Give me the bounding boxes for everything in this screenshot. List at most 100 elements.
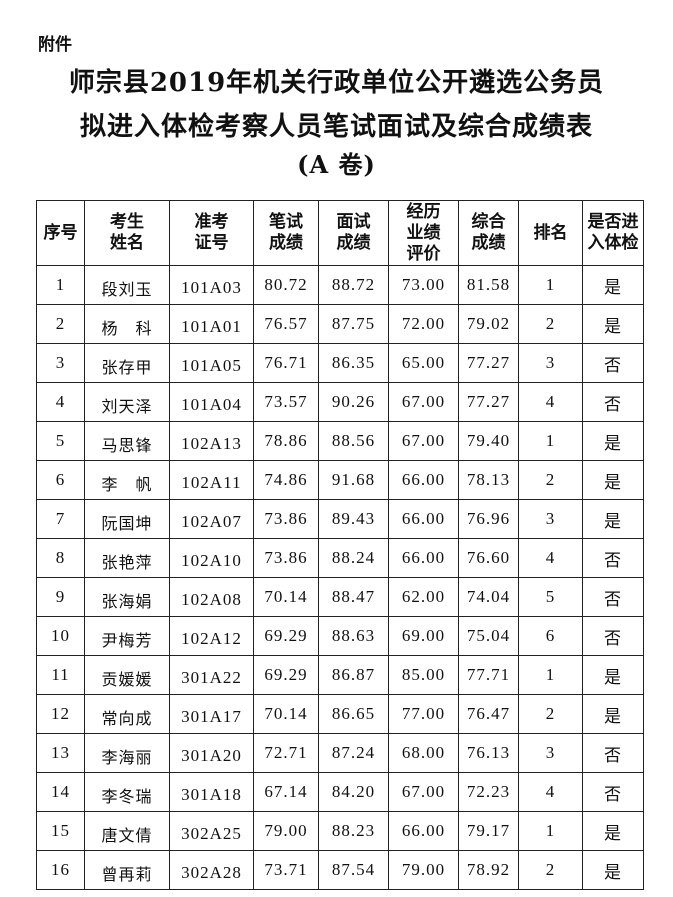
- cell-total-score: 79.17: [458, 811, 519, 851]
- cell-rank: 1: [518, 655, 583, 695]
- cell-interview-score: 88.72: [318, 265, 389, 305]
- cell-physical-exam: 否: [582, 382, 644, 422]
- table-row: 3 张存甲 101A05 76.71 86.35 65.00 77.27 3 否: [36, 343, 644, 383]
- cell-name: 李 帆: [84, 460, 170, 500]
- cell-name: 李海丽: [84, 733, 170, 773]
- cell-exam-id: 102A07: [169, 499, 254, 539]
- cell-name: 尹梅芳: [84, 616, 170, 656]
- cell-rank: 2: [518, 304, 583, 344]
- cell-rank: 1: [518, 421, 583, 461]
- header-seq: 序号: [36, 200, 85, 266]
- cell-written-score: 69.29: [253, 655, 319, 695]
- header-total-score: 综合 成绩: [458, 200, 519, 266]
- table-row: 1 段刘玉 101A03 80.72 88.72 73.00 81.58 1 是: [36, 265, 644, 305]
- cell-physical-exam: 是: [582, 850, 644, 890]
- title-line-1: 师宗县2019年机关行政单位公开遴选公务员: [68, 68, 605, 98]
- cell-seq: 4: [36, 382, 85, 422]
- attachment-label: 附件: [38, 35, 72, 55]
- score-table: 序号 考生 姓名 准考 证号 笔试 成绩 面试 成绩 经历 业绩 评价 综合 成绩 排名 是否进…: [36, 200, 644, 890]
- cell-physical-exam: 是: [582, 304, 644, 344]
- cell-rank: 4: [518, 772, 583, 812]
- cell-name: 张海娟: [84, 577, 170, 617]
- cell-interview-score: 87.54: [318, 850, 389, 890]
- cell-interview-score: 88.24: [318, 538, 389, 578]
- cell-exam-id: 301A20: [169, 733, 254, 773]
- cell-seq: 8: [36, 538, 85, 578]
- cell-total-score: 79.02: [458, 304, 519, 344]
- header-written-score: 笔试 成绩: [253, 200, 319, 266]
- cell-seq: 16: [36, 850, 85, 890]
- cell-seq: 6: [36, 460, 85, 500]
- cell-interview-score: 88.56: [318, 421, 389, 461]
- cell-written-score: 67.14: [253, 772, 319, 812]
- cell-written-score: 69.29: [253, 616, 319, 656]
- cell-interview-score: 86.35: [318, 343, 389, 383]
- cell-experience-score: 66.00: [388, 538, 459, 578]
- cell-exam-id: 301A17: [169, 694, 254, 734]
- table-row: 4 刘天泽 101A04 73.57 90.26 67.00 77.27 4 否: [36, 382, 644, 422]
- cell-physical-exam: 否: [582, 538, 644, 578]
- cell-seq: 14: [36, 772, 85, 812]
- cell-exam-id: 102A08: [169, 577, 254, 617]
- cell-total-score: 78.13: [458, 460, 519, 500]
- cell-rank: 2: [518, 460, 583, 500]
- cell-rank: 2: [518, 850, 583, 890]
- cell-exam-id: 301A18: [169, 772, 254, 812]
- cell-written-score: 78.86: [253, 421, 319, 461]
- table-row: 14 李冬瑞 301A18 67.14 84.20 67.00 72.23 4 否: [36, 772, 644, 812]
- cell-total-score: 78.92: [458, 850, 519, 890]
- cell-physical-exam: 是: [582, 265, 644, 305]
- cell-name: 杨 科: [84, 304, 170, 344]
- cell-exam-id: 101A04: [169, 382, 254, 422]
- cell-total-score: 75.04: [458, 616, 519, 656]
- cell-seq: 3: [36, 343, 85, 383]
- cell-physical-exam: 否: [582, 616, 644, 656]
- header-exam-id: 准考 证号: [169, 200, 254, 266]
- cell-written-score: 76.57: [253, 304, 319, 344]
- cell-experience-score: 66.00: [388, 460, 459, 500]
- cell-experience-score: 77.00: [388, 694, 459, 734]
- header-physical-exam: 是否进 入体检: [582, 200, 644, 266]
- cell-physical-exam: 是: [582, 655, 644, 695]
- cell-written-score: 72.71: [253, 733, 319, 773]
- cell-physical-exam: 否: [582, 733, 644, 773]
- cell-total-score: 76.96: [458, 499, 519, 539]
- cell-name: 曾再莉: [84, 850, 170, 890]
- cell-interview-score: 88.63: [318, 616, 389, 656]
- cell-rank: 3: [518, 733, 583, 773]
- cell-experience-score: 65.00: [388, 343, 459, 383]
- header-interview-score: 面试 成绩: [318, 200, 389, 266]
- cell-rank: 4: [518, 538, 583, 578]
- cell-written-score: 73.71: [253, 850, 319, 890]
- cell-name: 李冬瑞: [84, 772, 170, 812]
- cell-interview-score: 88.23: [318, 811, 389, 851]
- cell-rank: 4: [518, 382, 583, 422]
- cell-experience-score: 66.00: [388, 499, 459, 539]
- cell-experience-score: 73.00: [388, 265, 459, 305]
- cell-experience-score: 62.00: [388, 577, 459, 617]
- cell-exam-id: 101A03: [169, 265, 254, 305]
- cell-interview-score: 86.87: [318, 655, 389, 695]
- cell-name: 段刘玉: [84, 265, 170, 305]
- cell-name: 张艳萍: [84, 538, 170, 578]
- cell-physical-exam: 否: [582, 343, 644, 383]
- cell-name: 刘天泽: [84, 382, 170, 422]
- cell-exam-id: 302A25: [169, 811, 254, 851]
- cell-written-score: 73.86: [253, 538, 319, 578]
- cell-name: 张存甲: [84, 343, 170, 383]
- cell-written-score: 70.14: [253, 694, 319, 734]
- title-line-2: 拟进入体检考察人员笔试面试及综合成绩表: [79, 112, 593, 142]
- cell-rank: 5: [518, 577, 583, 617]
- cell-experience-score: 66.00: [388, 811, 459, 851]
- cell-seq: 2: [36, 304, 85, 344]
- cell-seq: 10: [36, 616, 85, 656]
- cell-rank: 3: [518, 499, 583, 539]
- table-row: 11 贡媛媛 301A22 69.29 86.87 85.00 77.71 1 是: [36, 655, 644, 695]
- cell-seq: 1: [36, 265, 85, 305]
- cell-interview-score: 84.20: [318, 772, 389, 812]
- cell-name: 唐文倩: [84, 811, 170, 851]
- cell-interview-score: 89.43: [318, 499, 389, 539]
- cell-exam-id: 102A11: [169, 460, 254, 500]
- cell-experience-score: 67.00: [388, 382, 459, 422]
